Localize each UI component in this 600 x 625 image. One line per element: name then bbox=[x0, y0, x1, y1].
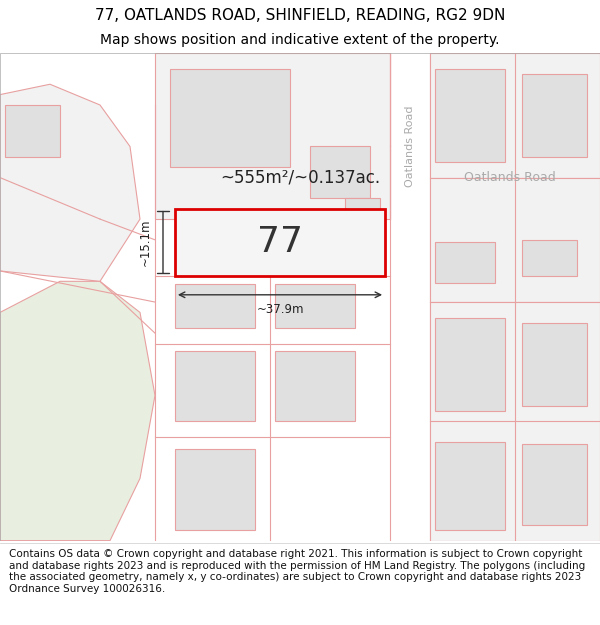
Text: ~555m²/~0.137ac.: ~555m²/~0.137ac. bbox=[220, 169, 380, 187]
Bar bbox=[155, 53, 390, 219]
Bar bbox=[170, 69, 290, 168]
Text: Map shows position and indicative extent of the property.: Map shows position and indicative extent… bbox=[100, 33, 500, 47]
Text: 77: 77 bbox=[257, 226, 303, 259]
Bar bbox=[435, 242, 495, 283]
Text: Contains OS data © Crown copyright and database right 2021. This information is : Contains OS data © Crown copyright and d… bbox=[9, 549, 585, 594]
Bar bbox=[435, 69, 505, 162]
Bar bbox=[430, 177, 600, 302]
Bar bbox=[435, 442, 505, 530]
Polygon shape bbox=[0, 281, 155, 541]
Bar bbox=[522, 240, 577, 276]
Text: Oatlands Road: Oatlands Road bbox=[405, 106, 415, 188]
Bar bbox=[175, 209, 385, 276]
Bar bbox=[345, 198, 380, 229]
Bar bbox=[175, 449, 255, 530]
Bar bbox=[435, 318, 505, 411]
Bar bbox=[175, 284, 255, 328]
Bar bbox=[522, 74, 587, 157]
Text: 77, OATLANDS ROAD, SHINFIELD, READING, RG2 9DN: 77, OATLANDS ROAD, SHINFIELD, READING, R… bbox=[95, 8, 505, 23]
Polygon shape bbox=[0, 84, 140, 281]
Bar bbox=[5, 105, 60, 157]
Bar bbox=[522, 444, 587, 525]
Bar bbox=[175, 351, 255, 421]
Bar bbox=[430, 302, 600, 541]
Bar bbox=[275, 284, 355, 328]
Bar bbox=[390, 53, 430, 541]
Bar bbox=[310, 146, 370, 198]
Bar bbox=[430, 53, 600, 177]
Text: Oatlands Road: Oatlands Road bbox=[464, 171, 556, 184]
Text: ~15.1m: ~15.1m bbox=[139, 219, 151, 266]
Bar bbox=[275, 351, 355, 421]
Text: ~37.9m: ~37.9m bbox=[256, 303, 304, 316]
Bar bbox=[522, 322, 587, 406]
